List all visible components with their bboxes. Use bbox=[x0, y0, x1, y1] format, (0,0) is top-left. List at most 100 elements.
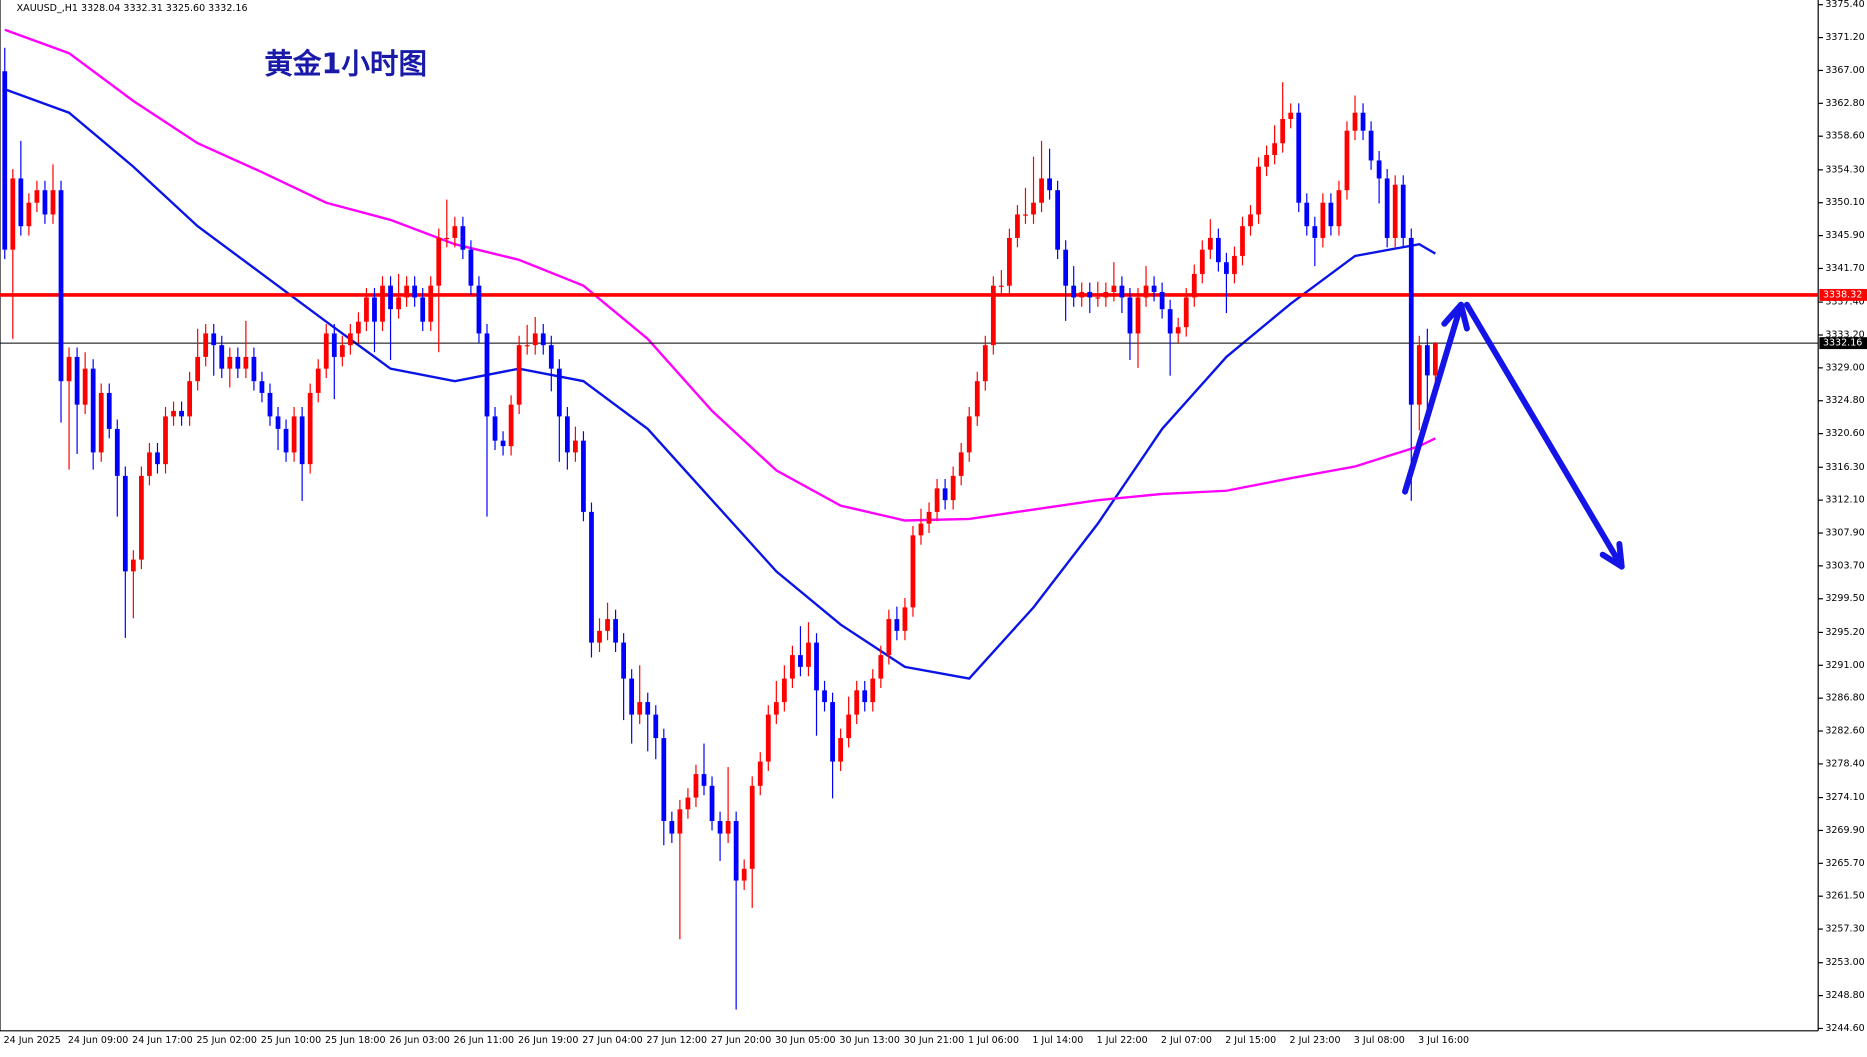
y-tick-label: 3253.00 bbox=[1825, 957, 1864, 968]
arrow-up bbox=[1402, 301, 1464, 495]
candle-body bbox=[757, 761, 763, 786]
y-tick-label: 3329.00 bbox=[1825, 362, 1864, 373]
candle-body bbox=[420, 297, 426, 322]
candle-body bbox=[114, 428, 120, 476]
y-tick-label: 3244.60 bbox=[1825, 1023, 1864, 1034]
candle-body bbox=[347, 333, 353, 346]
y-tick-label: 3261.50 bbox=[1825, 891, 1864, 902]
forecast-arrows bbox=[1402, 301, 1625, 570]
candle-body bbox=[1151, 285, 1157, 292]
candle-body bbox=[1272, 143, 1278, 155]
candle-body bbox=[484, 333, 490, 417]
x-tick-label: 2 Jul 07:00 bbox=[1161, 1035, 1212, 1046]
candle-body bbox=[1224, 262, 1229, 274]
candle-body bbox=[1400, 184, 1406, 238]
candle-body bbox=[701, 774, 707, 786]
candle-body bbox=[589, 511, 594, 643]
candle-body bbox=[42, 190, 48, 215]
candle-body bbox=[508, 404, 514, 447]
candle-body bbox=[98, 392, 104, 453]
candle-body bbox=[2, 71, 8, 250]
candle-body bbox=[90, 368, 96, 453]
candle-body bbox=[259, 381, 265, 393]
candle-body bbox=[886, 619, 892, 656]
candle-body bbox=[227, 356, 233, 369]
candle-body bbox=[1127, 297, 1133, 334]
candle-body bbox=[1232, 255, 1237, 274]
y-tick-label: 3274.10 bbox=[1825, 792, 1864, 803]
candle-body bbox=[1288, 112, 1294, 119]
candle-body bbox=[1079, 291, 1085, 298]
candle-body bbox=[926, 511, 932, 524]
candle-body bbox=[918, 523, 924, 536]
x-tick-label: 26 Jun 03:00 bbox=[389, 1035, 449, 1046]
candle-body bbox=[267, 392, 273, 417]
candle-body bbox=[1416, 345, 1422, 405]
candle-body bbox=[581, 440, 586, 512]
x-tick-label: 1 Jul 14:00 bbox=[1032, 1035, 1083, 1046]
candle-body bbox=[235, 356, 241, 369]
candle-body bbox=[870, 678, 876, 703]
candle-body bbox=[1392, 184, 1398, 238]
candle-body bbox=[492, 416, 498, 441]
candle-body bbox=[685, 797, 691, 810]
candle-body bbox=[532, 333, 538, 346]
y-tick-label: 3371.20 bbox=[1825, 32, 1864, 43]
arrow-down bbox=[1463, 301, 1625, 570]
candle-body bbox=[958, 452, 964, 476]
candle-body bbox=[1207, 237, 1213, 250]
candle-body bbox=[34, 190, 40, 203]
candle-body bbox=[990, 285, 996, 346]
candle-body bbox=[573, 440, 578, 453]
candle-body bbox=[653, 714, 659, 739]
candle-body bbox=[203, 333, 209, 357]
candle-body bbox=[1384, 178, 1390, 238]
x-tick-label: 24 Jun 17:00 bbox=[132, 1035, 192, 1046]
candle-body bbox=[339, 345, 345, 357]
y-tick-label: 3337.40 bbox=[1825, 297, 1864, 308]
candle-body bbox=[548, 345, 554, 369]
arrow-down-head bbox=[1599, 540, 1625, 570]
candle-body bbox=[58, 190, 64, 382]
candle-body bbox=[1191, 273, 1197, 298]
candle-body bbox=[428, 285, 434, 322]
candle-body bbox=[629, 678, 635, 715]
candle-body bbox=[211, 333, 217, 346]
candle-body bbox=[1135, 297, 1141, 334]
x-tick-label: 24 Jun 09:00 bbox=[68, 1035, 128, 1046]
x-tick-label: 30 Jun 21:00 bbox=[904, 1035, 964, 1046]
candle-body bbox=[147, 452, 152, 476]
candle-body bbox=[749, 785, 755, 869]
y-tick-label: 3333.20 bbox=[1825, 329, 1864, 340]
candle-body bbox=[468, 249, 474, 286]
candle-body bbox=[243, 356, 249, 369]
candle-body bbox=[669, 821, 675, 834]
candle-body bbox=[781, 678, 787, 703]
x-tick-label: 1 Jul 06:00 bbox=[968, 1035, 1019, 1046]
candle-body bbox=[1248, 214, 1253, 227]
y-tick-label: 3248.80 bbox=[1825, 990, 1864, 1001]
candle-body bbox=[1368, 130, 1374, 161]
candle-body bbox=[709, 785, 715, 822]
candle-body bbox=[1256, 166, 1261, 215]
candle-body bbox=[179, 410, 184, 417]
moving-average bbox=[4, 28, 1436, 522]
candle-body bbox=[966, 416, 972, 453]
candle-body bbox=[516, 345, 522, 405]
candle-body bbox=[934, 488, 940, 512]
candle-body bbox=[798, 655, 803, 667]
candle-body bbox=[331, 333, 337, 357]
y-tick-label: 3282.60 bbox=[1825, 726, 1864, 737]
candle-body bbox=[613, 619, 618, 643]
x-tick-label: 2 Jul 23:00 bbox=[1290, 1035, 1341, 1046]
price-label: 3338.32 bbox=[1823, 289, 1862, 300]
candle-body bbox=[1055, 190, 1061, 250]
candle-body bbox=[637, 702, 643, 715]
candle-body bbox=[645, 702, 651, 715]
y-tick-label: 3265.70 bbox=[1825, 858, 1864, 869]
price-label: 3332.16 bbox=[1823, 338, 1862, 349]
y-tick-label: 3269.90 bbox=[1825, 825, 1864, 836]
candle-body bbox=[122, 475, 128, 572]
